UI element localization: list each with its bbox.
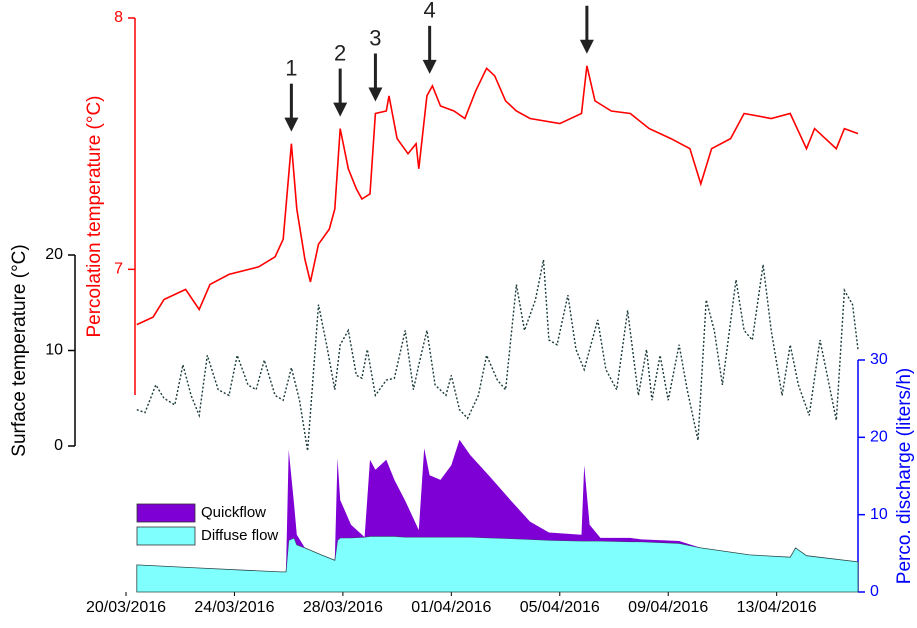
- y-tick-label: 7: [114, 261, 123, 278]
- x-tick-label: 20/03/2016: [86, 599, 166, 616]
- annotation: 2: [334, 40, 346, 65]
- x-tick-label: 28/03/2016: [303, 599, 383, 616]
- annotation-arrowhead: [368, 87, 383, 102]
- x-tick-label: 13/04/2016: [737, 599, 817, 616]
- data-line: [136, 259, 859, 451]
- y-axis-label: Percolation temperature (°C): [84, 95, 105, 337]
- annotation: 4: [424, 0, 436, 23]
- panel: 0 10 20 Surface temperature (°C): [9, 244, 859, 457]
- y-tick-label: 20: [870, 429, 888, 446]
- y-tick-label: 0: [870, 583, 879, 600]
- annotation: 3: [369, 25, 381, 50]
- data-line: [136, 65, 859, 326]
- area: [136, 535, 859, 593]
- annotation-arrowhead: [579, 39, 594, 54]
- annotation: 5: [581, 0, 593, 3]
- annotation-arrowhead: [284, 117, 299, 132]
- annotation: 1: [285, 55, 297, 80]
- x-tick-label: 01/04/2016: [411, 599, 491, 616]
- legend-label: Quickflow: [201, 504, 266, 521]
- annotation-arrowhead: [422, 59, 437, 74]
- legend-label: Diffuse flow: [201, 527, 278, 544]
- area: [136, 439, 859, 572]
- y-tick-label: 20: [45, 246, 63, 263]
- y-tick-label: 10: [870, 506, 888, 523]
- y-tick-label: 30: [870, 351, 888, 368]
- y-axis-label: Surface temperature (°C): [9, 244, 30, 456]
- x-tick-label: 09/04/2016: [628, 599, 708, 616]
- y-tick-label: 8: [114, 9, 123, 26]
- y-axis-label: Perco. discharge (liters/h): [894, 368, 915, 584]
- legend-swatch: [136, 503, 196, 523]
- y-tick-label: 10: [45, 342, 63, 359]
- panel: 0 10 20 30 Perco. discharge (liters/h) 20/03/…: [86, 351, 915, 616]
- y-tick-label: 0: [54, 437, 63, 454]
- annotation-arrowhead: [333, 102, 348, 117]
- x-tick-label: 24/03/2016: [194, 599, 274, 616]
- x-tick-label: 05/04/2016: [520, 599, 600, 616]
- legend-swatch: [136, 526, 196, 546]
